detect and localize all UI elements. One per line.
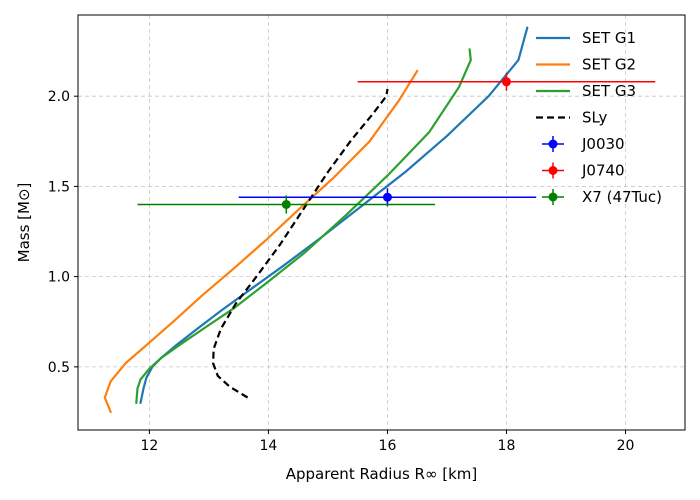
legend-entry-2: SET G3 [536, 82, 636, 100]
series-line-3 [212, 88, 389, 399]
x-tick-label: 12 [140, 438, 158, 454]
legend-label: SET G3 [582, 82, 636, 100]
legend-label: J0030 [581, 135, 625, 153]
legend: SET G1 SET G2 SET G3 SLy J0030 J0740 X7 (47Tuc… [536, 29, 662, 206]
error-point-0 [238, 188, 537, 207]
error-point-2 [137, 195, 436, 214]
legend-label: SET G1 [582, 29, 636, 47]
x-axis-label: Apparent Radius R∞ [km] [286, 465, 477, 483]
y-tick-label: 0.5 [48, 360, 70, 376]
legend-label: X7 (47Tuc) [582, 188, 662, 206]
legend-entry-0: SET G1 [536, 29, 636, 47]
legend-entry-3: SLy [536, 109, 608, 127]
legend-entry-5: J0740 [542, 162, 625, 180]
plot-frame [77, 14, 686, 431]
error-point-1 [357, 72, 656, 91]
series-line-0 [139, 26, 529, 404]
y-tick-label: 1.0 [48, 270, 70, 286]
legend-swatch-marker [548, 139, 558, 149]
legend-entry-6: X7 (47Tuc) [542, 188, 662, 206]
x-tick-label: 18 [498, 438, 516, 454]
legend-swatch-marker [548, 192, 558, 202]
y-tick-label: 2.0 [48, 89, 70, 105]
error-points [137, 72, 656, 214]
x-tick-label: 20 [617, 438, 635, 454]
y-axis-label: Mass [M⊙] [15, 183, 33, 263]
legend-swatch-marker [548, 166, 558, 175]
legend-label: SET G2 [582, 56, 636, 74]
series-line-1 [103, 69, 419, 414]
legend-entry-1: SET G2 [536, 56, 636, 74]
legend-label: SLy [582, 109, 608, 127]
data-marker [501, 77, 511, 87]
axis-ticks: 12 14 16 18 20 0.5 1.0 1.5 2.0 [48, 89, 635, 454]
x-tick-label: 14 [260, 438, 278, 454]
legend-entry-4: J0030 [542, 135, 625, 153]
data-marker [382, 192, 392, 202]
grid [78, 15, 685, 430]
series-lines [103, 26, 529, 414]
legend-label: J0740 [581, 162, 625, 180]
x-tick-label: 16 [379, 438, 397, 454]
y-tick-label: 1.5 [48, 179, 70, 195]
data-marker [281, 199, 291, 209]
series-line-2 [135, 48, 472, 404]
